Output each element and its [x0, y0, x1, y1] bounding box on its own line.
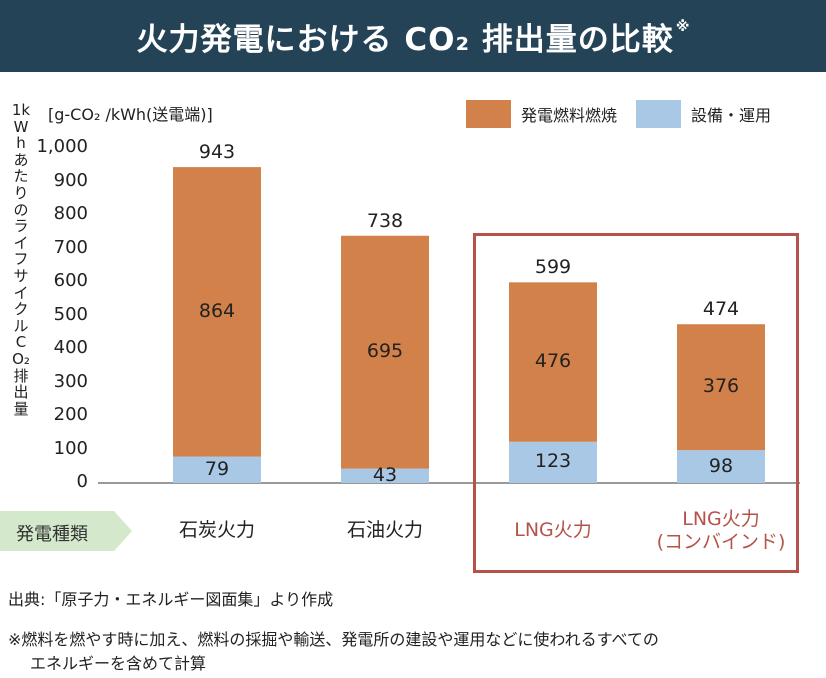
category-header-arrow — [0, 511, 132, 551]
legend-swatch-fuel — [466, 100, 511, 128]
y-tick-label: 900 — [53, 169, 88, 191]
bar-segment-fuel-0 — [173, 167, 261, 457]
title-bar: 火力発電における CO₂ 排出量の比較 ※ — [0, 0, 826, 72]
title-note-mark: ※ — [675, 19, 690, 35]
legend-label-equipment: 設備・運用 — [691, 106, 772, 125]
bar-segment-equipment-2 — [509, 441, 597, 483]
y-tick-label: 800 — [53, 203, 88, 224]
y-tick-label: 300 — [53, 370, 88, 392]
bar-fuel-label: 376 — [702, 375, 740, 398]
bar-total-label: 599 — [534, 256, 572, 279]
category-label: LNG火力 (コンバインド) — [656, 508, 786, 553]
bar-fuel-label: 476 — [534, 350, 572, 373]
bar-segment-equipment-0 — [173, 456, 261, 483]
category-label: 石炭火力 — [178, 519, 255, 541]
y-tick-label: 200 — [53, 404, 88, 425]
bar-fuel-label: 695 — [366, 340, 404, 363]
bar-equipment-label: 98 — [708, 454, 734, 477]
bar-segment-fuel-3 — [677, 324, 765, 451]
y-tick-label: 700 — [53, 236, 88, 258]
category-header-badge: 発電種類 — [0, 511, 132, 551]
legend-label-fuel: 発電燃料燃焼 — [521, 106, 618, 125]
bar-segment-equipment-1 — [341, 468, 429, 483]
footnote: ※燃料を燃やす時に加え、燃料の採掘や輸送、発電所の建設や運用などに使われるすべて… — [8, 628, 823, 676]
bar-total-label: 738 — [366, 209, 404, 232]
y-axis-label: 1kWhあたりのライフサイクルCO₂排出量 — [11, 101, 31, 418]
legend-item-equipment: 設備・運用 — [636, 100, 771, 128]
bar-equipment-label: 43 — [372, 463, 398, 486]
category-label: 石油火力 — [346, 519, 423, 541]
bar-fuel-label: 864 — [198, 299, 236, 322]
y-tick-label: 100 — [53, 437, 88, 459]
legend-item-fuel: 発電燃料燃焼 — [466, 100, 617, 128]
footnote-line-1: ※燃料を燃やす時に加え、燃料の採掘や輸送、発電所の建設や運用などに使われるすべて… — [8, 630, 659, 649]
source-text: 出典:「原子力・エネルギー図面集」より作成 — [8, 590, 334, 609]
y-tick-label: 0 — [76, 471, 88, 492]
chart-title: 火力発電における CO₂ 排出量の比較 — [136, 21, 674, 58]
bar-equipment-label: 123 — [534, 450, 572, 473]
bar-total-label: 474 — [702, 298, 740, 321]
lng-highlight-box — [473, 233, 799, 573]
y-tick-label: 500 — [53, 303, 88, 325]
legend-swatch-equipment — [636, 100, 681, 128]
unit-label: [g-CO₂ /kWh(送電端)] — [48, 105, 213, 124]
y-tick-label: 1,000 — [36, 136, 88, 157]
bar-equipment-label: 79 — [204, 457, 230, 480]
y-tick-label: 400 — [53, 337, 88, 358]
bar-segment-equipment-3 — [677, 450, 765, 483]
category-label: LNG火力 — [514, 519, 592, 541]
bar-segment-fuel-1 — [341, 235, 429, 469]
category-header-label: 発電種類 — [16, 524, 88, 545]
bar-total-label: 943 — [198, 141, 236, 164]
footnote-line-2: エネルギーを含めて計算 — [30, 654, 207, 673]
y-tick-label: 600 — [53, 270, 88, 291]
bar-segment-fuel-2 — [509, 282, 597, 442]
